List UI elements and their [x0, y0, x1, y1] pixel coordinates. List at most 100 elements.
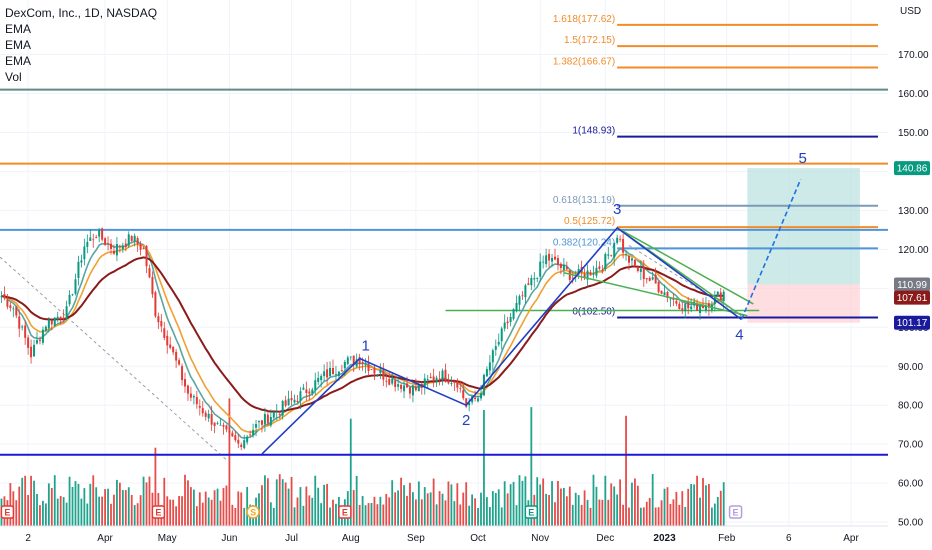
candle [157, 312, 160, 330]
symbol-title[interactable]: DexCom, Inc., 1D, NASDAQ [5, 6, 158, 20]
candle [648, 276, 651, 282]
candle [329, 361, 332, 378]
volume-bar [465, 482, 468, 526]
volume-bar [574, 492, 577, 526]
volume-bar [453, 501, 456, 526]
volume-bar [68, 476, 71, 526]
candle [716, 291, 719, 297]
candle-body [269, 416, 272, 426]
candle [311, 387, 314, 396]
candle-body [441, 370, 444, 379]
candle [619, 235, 622, 243]
candle-body [110, 243, 112, 249]
candle-body [592, 273, 595, 275]
volume-bar [184, 474, 186, 526]
volume-bar [204, 491, 207, 526]
volume-bar [438, 491, 441, 526]
candle-body [27, 337, 30, 348]
volume-bar [607, 499, 610, 526]
candle [642, 259, 645, 287]
candle [562, 258, 565, 277]
candle-body [512, 309, 515, 319]
volume-bar [95, 487, 98, 526]
volume-bar [145, 482, 148, 526]
volume-bar [278, 474, 281, 526]
candle-body [539, 261, 542, 277]
candle [586, 264, 589, 287]
candle [272, 410, 275, 421]
candle-body [704, 305, 707, 311]
volume-bar [518, 475, 521, 526]
candle-body [290, 398, 293, 401]
volume-bar [30, 475, 32, 526]
candle [376, 374, 379, 377]
candle [414, 378, 417, 392]
candle [74, 273, 77, 296]
volume-indicator[interactable]: Vol [5, 70, 22, 84]
volume-bar [367, 503, 370, 526]
candle [80, 254, 83, 268]
candle-body [95, 237, 98, 238]
candle-body [675, 300, 678, 304]
candle [36, 331, 38, 345]
candle [198, 399, 201, 416]
candle-body [255, 424, 258, 428]
candle-body [367, 363, 370, 371]
volume-bar [74, 481, 77, 526]
candle [56, 311, 59, 323]
candle-body [447, 380, 450, 384]
volume-bar [240, 492, 243, 526]
candle [388, 370, 391, 386]
candle-body [320, 375, 323, 381]
candle-body [284, 400, 287, 406]
candle [639, 260, 642, 281]
candle-body [228, 430, 231, 433]
candle [462, 382, 465, 401]
candle [559, 262, 562, 275]
ema-slow-line [1, 256, 724, 413]
candle-body [201, 408, 204, 414]
candle [704, 296, 707, 314]
volume-bar [713, 503, 716, 526]
volume-bar [604, 475, 607, 526]
candle [684, 303, 687, 319]
candle-body [243, 440, 246, 449]
volume-bar [44, 503, 47, 526]
ema-indicator-3[interactable]: EMA [5, 54, 32, 68]
candle-body [551, 257, 554, 262]
volume-bar [684, 507, 687, 526]
wedge-dash [628, 245, 742, 317]
candle [175, 349, 178, 368]
candle-body [121, 245, 124, 250]
candle [556, 255, 559, 271]
candle-body [115, 244, 118, 256]
price-tag-bg [894, 315, 930, 330]
ema-indicator-1[interactable]: EMA [5, 22, 32, 36]
price-axis-bg [888, 0, 932, 550]
candle-body [311, 389, 314, 394]
candle [397, 376, 400, 391]
candle-body [77, 261, 80, 278]
candle-body [195, 396, 198, 405]
volume-bar [326, 483, 328, 526]
candle [112, 244, 115, 256]
time-tick: Jul [285, 533, 298, 544]
candle [465, 398, 468, 409]
candle-body [722, 291, 725, 302]
volume-bar [708, 484, 710, 526]
price-tag: 107.61 [894, 290, 930, 305]
candle-body [89, 237, 92, 241]
ema-indicator-2[interactable]: EMA [5, 38, 32, 52]
volume-bar [660, 500, 663, 526]
candle-body [189, 393, 192, 398]
volume-bar [447, 481, 450, 526]
volume-bar [181, 496, 183, 526]
volume-bar [50, 487, 53, 526]
volume-bar [299, 487, 302, 526]
volume-bar [636, 485, 639, 526]
candle-body [459, 388, 462, 390]
candle-body [678, 303, 681, 310]
candle [610, 254, 613, 257]
